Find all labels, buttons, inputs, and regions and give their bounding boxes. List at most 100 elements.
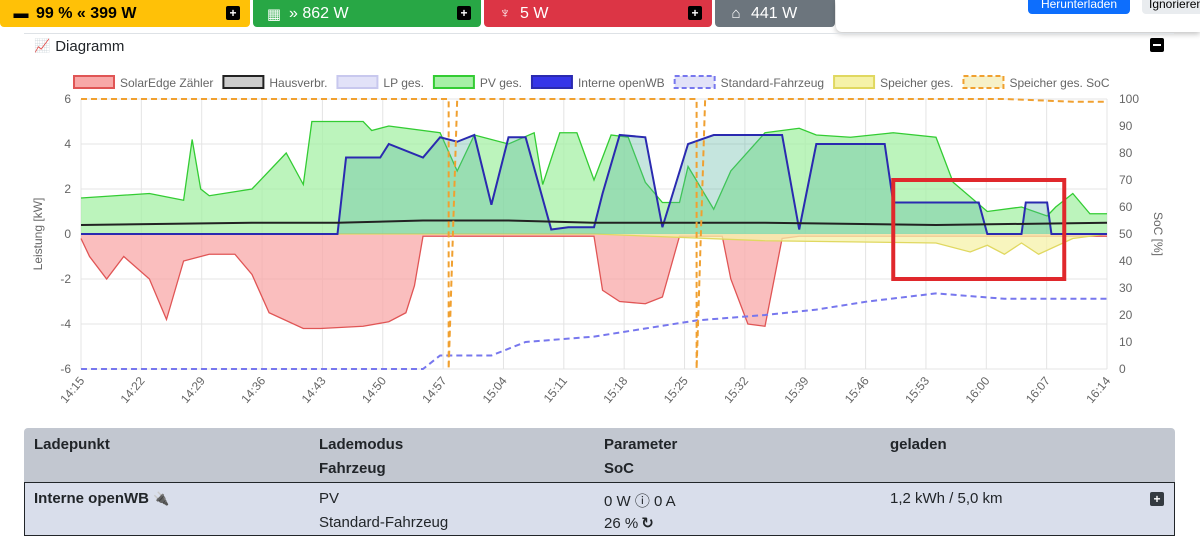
y-tick-label: 2 [64,182,71,196]
y2-tick-label: 0 [1119,362,1126,376]
y2-axis-title: SoC [%] [1151,212,1165,256]
notification-toast: Herunterladen Ignorieren [836,0,1200,32]
x-tick-label: 16:07 [1023,374,1053,406]
y2-tick-label: 40 [1119,254,1133,268]
y2-tick-label: 20 [1119,308,1133,322]
ignore-button[interactable]: Ignorieren [1142,0,1200,14]
legend-swatch [432,75,475,89]
openwb-series-area [81,135,1107,234]
charging-plug-icon: 🔌 [153,491,170,506]
battery-icon: ▬ [13,5,29,22]
house-tile[interactable]: ⌂ 441 W [715,0,835,27]
diagram-card-header[interactable]: 📈 Diagramm [24,34,1174,58]
x-tick-label: 16:14 [1083,374,1113,406]
x-tick-label: 15:39 [782,374,812,406]
legend-swatch [530,75,573,89]
battery-series-line [81,233,1108,256]
collapse-diagram-button[interactable] [1150,38,1164,52]
y-axis-title: Leistung [kW] [31,198,45,271]
legend-swatch [673,75,716,89]
x-tick-label: 14:36 [238,374,268,406]
chart-area-icon: 📈 [34,38,51,53]
x-tick-label: 14:57 [419,374,449,406]
x-tick-label: 15:53 [902,374,932,406]
legend-swatch [833,75,876,89]
legend-swatch [222,75,265,89]
diagram-card: 📈 Diagramm 6 4 2 0 -2 -4 -6 100 90 80 70 60 50 40 30 20… [24,33,1174,425]
cell-soc: 26 % ↻ [604,514,654,532]
cell-ladepunkt: Interne openWB 🔌 [34,490,169,507]
y2-tick-label: 80 [1119,146,1133,160]
vehicle-soc-line [81,292,1107,370]
grid-expand-button[interactable]: + [688,6,702,20]
chargepoint-name: Interne openWB [34,490,149,507]
x-tick-label: 15:04 [480,374,510,406]
table-row[interactable]: Interne openWB 🔌 PV Standard-Fahrzeug 0 W… [24,482,1175,536]
x-tick-label: 14:43 [299,374,329,406]
openwb-series-line [81,133,1107,235]
y-tick-label: -4 [60,317,71,331]
y2-tick-label: 70 [1119,173,1133,187]
legend-swatch [336,75,379,89]
pv-series-area [81,121,1107,234]
legend-label: Speicher ges. SoC [1009,76,1109,90]
x-tick-label: 16:00 [963,374,993,406]
legend-label: SolarEdge Zähler [120,76,213,90]
grid-series-area [81,234,1107,329]
cell-lademodus[interactable]: PV [319,490,340,507]
y2-tick-label: 10 [1119,335,1133,349]
pv-series-line [80,120,1107,217]
x-tick-label: 15:18 [600,374,630,406]
header-ladepunkt: Ladepunkt [34,436,110,453]
y2-tick-label: 60 [1119,200,1133,214]
header-parameter: Parameter [604,436,678,453]
battery-tile[interactable]: ▬ 99 % « 399 W + [0,0,250,27]
legend-swatch [73,75,115,89]
cell-geladen: 1,2 kWh / 5,0 km [890,490,1003,507]
x-tick-label: 15:11 [541,374,571,406]
soc-value: 26 % [604,515,639,532]
header-lademodus: Lademodus [319,436,404,453]
x-tick-label: 14:50 [359,374,389,406]
power-tower-icon: ♆ [499,5,511,22]
y-tick-label: -6 [60,362,71,376]
legend-label: Standard-Fahrzeug [721,76,824,90]
expand-row-button[interactable]: + [1150,492,1164,506]
legend-label: PV ges. [480,76,522,90]
legend-label: Speicher ges. [880,76,953,90]
header-geladen: geladen [890,436,947,453]
chargepoint-table: Ladepunkt Lademodus Fahrzeug Parameter S… [24,428,1175,536]
y-tick-label: 4 [64,137,71,151]
status-bar: ▬ 99 % « 399 W + ▦ » 862 W + ♆ 5 W + ⌂ 4… [0,0,835,27]
legend-label: LP ges. [383,76,423,90]
house-status-text: 441 W [751,4,798,22]
header-soc: SoC [604,460,634,477]
legend-swatch [962,75,1005,89]
y-tick-label: 0 [64,227,71,241]
house-icon: ⌂ [731,5,741,22]
y-tick-label: 6 [64,92,71,106]
y2-tick-label: 90 [1119,119,1133,133]
header-fahrzeug: Fahrzeug [319,460,386,477]
download-button[interactable]: Herunterladen [1028,0,1130,14]
grid-status-text: 5 W [520,4,549,22]
x-tick-label: 14:15 [57,374,87,406]
table-header: Ladepunkt Lademodus Fahrzeug Parameter S… [24,428,1175,482]
y2-tick-label: 50 [1119,227,1133,241]
legend-label: Hausverbr. [269,76,327,90]
x-tick-label: 14:29 [178,374,208,406]
x-tick-label: 15:46 [842,374,872,406]
battery-series-area [81,234,1107,255]
battery-expand-button[interactable]: + [226,6,240,20]
battery-status-text: 99 % « 399 W [36,4,137,22]
pv-status-text: » 862 W [289,4,349,22]
grid-tile[interactable]: ♆ 5 W + [484,0,712,27]
pv-tile[interactable]: ▦ » 862 W + [253,0,481,27]
x-tick-label: 15:32 [721,374,751,406]
x-tick-label: 14:22 [118,374,148,406]
pv-expand-button[interactable]: + [457,6,471,20]
cell-fahrzeug[interactable]: Standard-Fahrzeug [319,514,449,531]
refresh-icon[interactable]: ↻ [641,515,654,532]
y2-tick-label: 100 [1119,92,1139,106]
